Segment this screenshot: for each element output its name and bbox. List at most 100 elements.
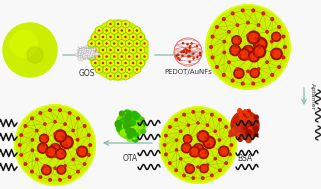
Circle shape (253, 45, 266, 58)
Circle shape (187, 124, 189, 126)
Circle shape (72, 129, 74, 132)
Circle shape (15, 105, 95, 185)
Polygon shape (99, 46, 107, 54)
Circle shape (216, 66, 218, 68)
Circle shape (125, 75, 126, 77)
Circle shape (196, 46, 197, 47)
Circle shape (205, 138, 213, 146)
Circle shape (114, 56, 115, 57)
Circle shape (211, 174, 213, 177)
Circle shape (222, 18, 225, 20)
Circle shape (175, 119, 177, 121)
Polygon shape (126, 39, 133, 48)
Circle shape (49, 109, 51, 112)
Circle shape (191, 148, 198, 155)
Polygon shape (95, 39, 103, 48)
Circle shape (271, 40, 273, 43)
Polygon shape (95, 26, 103, 35)
Circle shape (115, 121, 122, 127)
Circle shape (232, 128, 237, 133)
Circle shape (124, 110, 131, 117)
Circle shape (184, 50, 185, 51)
Circle shape (208, 144, 210, 146)
Circle shape (59, 179, 61, 181)
Circle shape (204, 136, 206, 139)
Circle shape (163, 144, 166, 146)
Circle shape (247, 70, 249, 73)
Circle shape (129, 69, 130, 70)
Polygon shape (126, 26, 133, 35)
Circle shape (123, 126, 128, 130)
Circle shape (248, 51, 259, 62)
Circle shape (99, 30, 100, 31)
Circle shape (232, 36, 241, 45)
Circle shape (131, 134, 136, 139)
Polygon shape (133, 65, 141, 74)
Circle shape (211, 35, 214, 38)
Circle shape (27, 47, 43, 63)
Circle shape (46, 152, 48, 154)
Circle shape (193, 144, 203, 153)
Circle shape (24, 163, 27, 165)
Polygon shape (110, 52, 118, 61)
Circle shape (169, 162, 171, 164)
Circle shape (125, 114, 131, 120)
Circle shape (68, 112, 71, 114)
Polygon shape (107, 72, 114, 80)
Circle shape (110, 23, 111, 25)
Circle shape (230, 144, 233, 146)
Circle shape (139, 124, 143, 128)
Circle shape (76, 149, 79, 151)
Circle shape (231, 111, 259, 139)
Circle shape (117, 23, 118, 25)
Circle shape (187, 50, 188, 51)
Circle shape (95, 36, 96, 38)
Circle shape (271, 74, 273, 76)
Polygon shape (133, 26, 141, 35)
Circle shape (247, 109, 250, 113)
Circle shape (133, 136, 138, 142)
Circle shape (65, 144, 67, 146)
Polygon shape (95, 65, 103, 74)
Polygon shape (99, 59, 107, 67)
Circle shape (121, 69, 122, 70)
Circle shape (121, 30, 122, 31)
Polygon shape (103, 39, 110, 48)
Circle shape (197, 56, 198, 57)
Polygon shape (114, 20, 122, 28)
Circle shape (197, 122, 199, 124)
Polygon shape (75, 48, 99, 59)
Circle shape (250, 135, 254, 138)
Circle shape (160, 107, 236, 183)
Circle shape (50, 143, 61, 154)
Polygon shape (129, 59, 137, 67)
Circle shape (88, 154, 90, 156)
Circle shape (54, 155, 56, 157)
Circle shape (134, 126, 138, 130)
Polygon shape (92, 33, 99, 41)
Circle shape (247, 58, 249, 60)
Circle shape (223, 40, 225, 43)
Circle shape (238, 49, 250, 60)
Circle shape (236, 24, 239, 26)
Circle shape (236, 68, 239, 70)
Circle shape (202, 111, 204, 113)
Circle shape (54, 167, 56, 169)
Circle shape (238, 137, 242, 141)
Circle shape (249, 122, 252, 125)
Circle shape (273, 50, 280, 58)
Polygon shape (118, 26, 126, 35)
Circle shape (231, 12, 234, 15)
Polygon shape (88, 52, 95, 61)
Circle shape (193, 58, 194, 59)
Polygon shape (122, 46, 129, 54)
Polygon shape (122, 33, 129, 41)
Polygon shape (110, 39, 118, 48)
Circle shape (183, 145, 189, 151)
Circle shape (255, 54, 257, 56)
Circle shape (136, 69, 137, 70)
Circle shape (222, 74, 225, 76)
Circle shape (200, 150, 207, 157)
Polygon shape (114, 72, 122, 80)
Circle shape (210, 46, 213, 48)
